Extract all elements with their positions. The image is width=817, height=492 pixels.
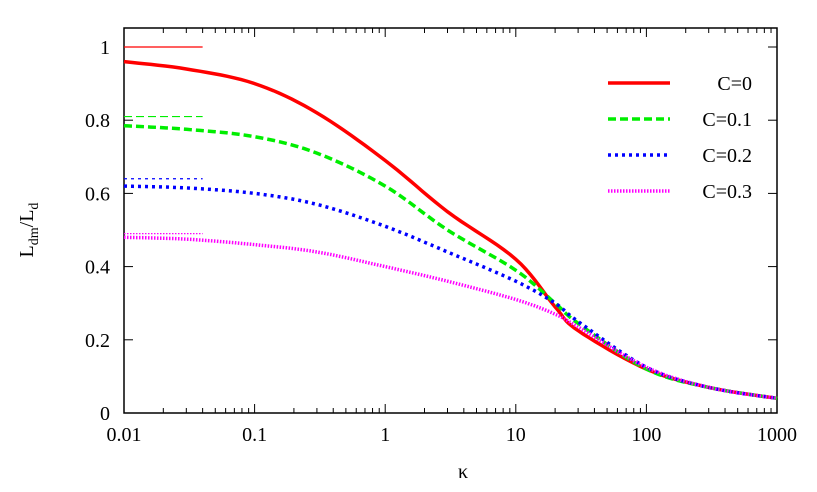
- y-tick-label: 0: [100, 403, 110, 425]
- y-axis-label: Ldm/Ld: [16, 203, 42, 258]
- plot-area: 0.01 0.1 1 10 100 1000 0 0.2 0.4 0.6 0.8 1 C=0 C=0.1 C…: [85, 27, 797, 446]
- y-tick-label: 0.4: [85, 257, 110, 279]
- x-tick-label: 100: [631, 424, 661, 446]
- x-axis-label: κ: [458, 461, 468, 483]
- series-line-2: [123, 184, 778, 401]
- x-tick-label: 0.01: [107, 424, 142, 446]
- plot-frame: [123, 27, 778, 414]
- series-line-3: [123, 235, 778, 401]
- x-tick-label: 1000: [757, 424, 797, 446]
- x-tick-label: 0.1: [242, 424, 267, 446]
- x-tick-label: 10: [506, 424, 526, 446]
- y-tick-label: 0.6: [85, 183, 110, 205]
- legend-label: C=0.2: [702, 145, 752, 167]
- legend-label: C=0: [717, 73, 752, 95]
- y-tick-label: 1: [100, 37, 110, 59]
- y-tick-label: 0.2: [85, 330, 110, 352]
- legend-label: C=0.3: [702, 181, 752, 203]
- x-tick-label: 1: [380, 424, 390, 446]
- series-line-1: [123, 123, 778, 401]
- y-tick-label: 0.8: [85, 110, 110, 132]
- legend-label: C=0.1: [702, 109, 752, 131]
